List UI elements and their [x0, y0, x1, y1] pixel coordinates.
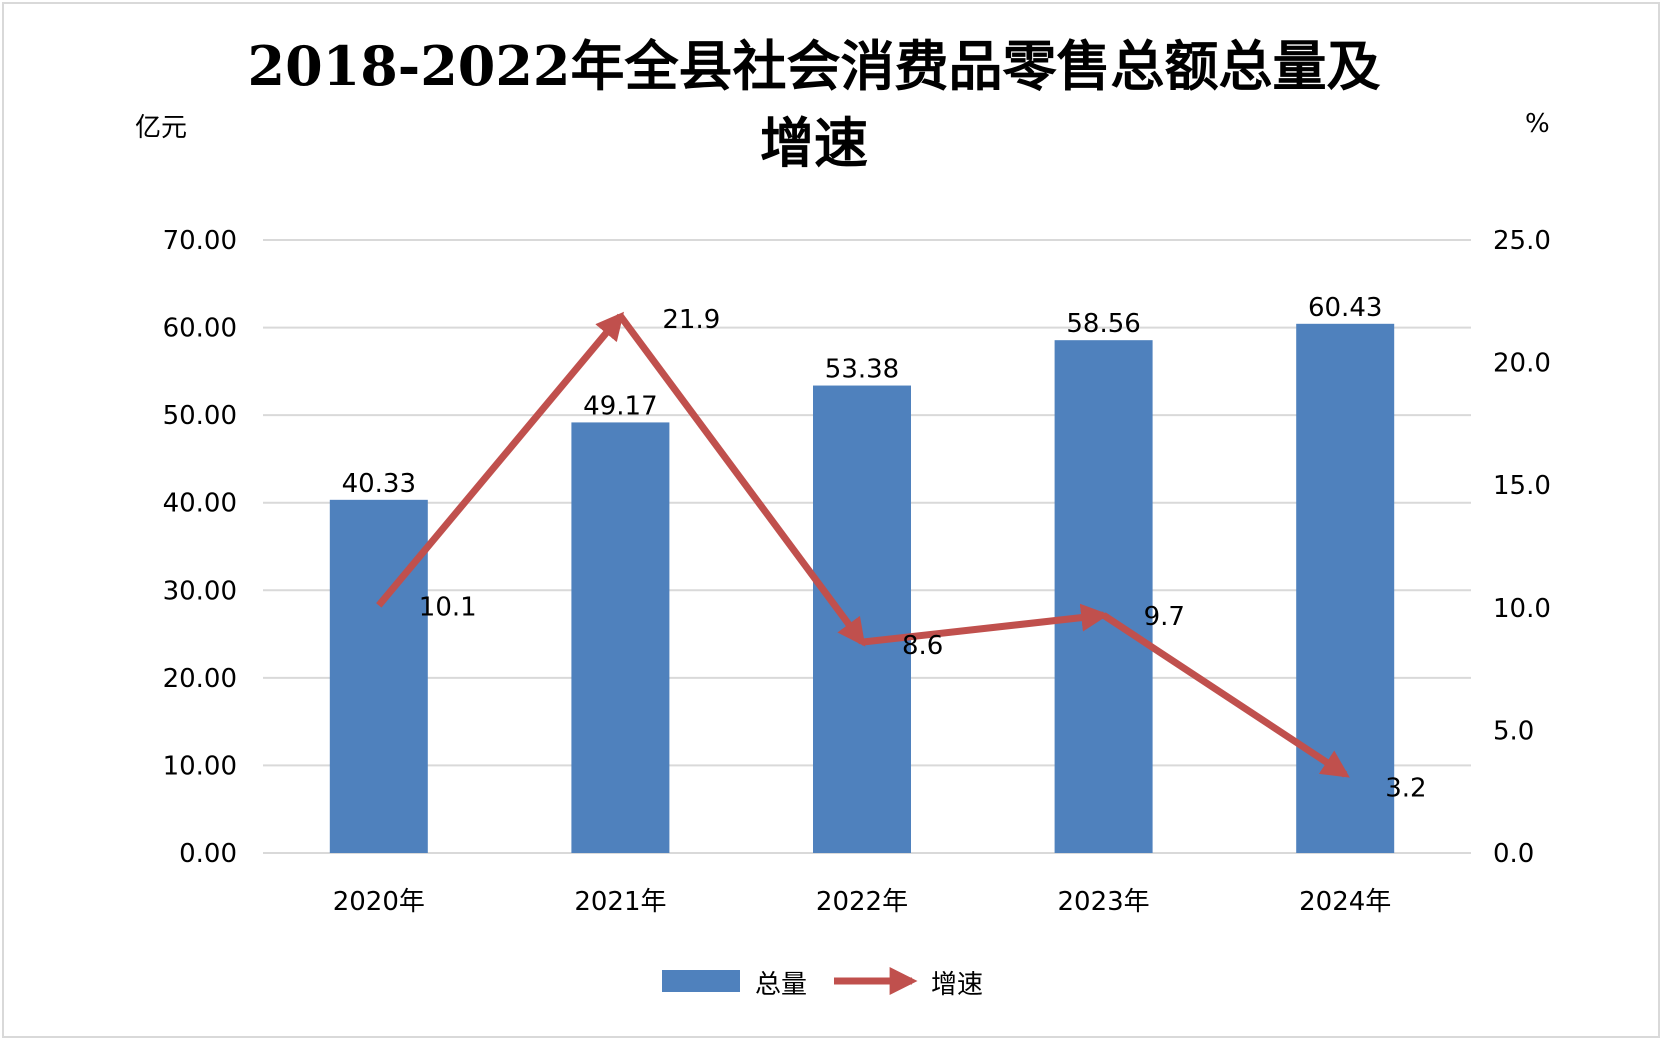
right-tick-label: 25.0 — [1493, 226, 1551, 256]
line-value-label: 8.6 — [902, 631, 943, 661]
right-axis-unit: % — [1525, 109, 1550, 139]
right-tick-label: 10.0 — [1493, 594, 1551, 624]
bar — [813, 385, 911, 853]
legend-label: 总量 — [755, 970, 807, 1000]
left-tick-label: 70.00 — [163, 226, 237, 256]
bar-value-label: 60.43 — [1308, 293, 1382, 323]
left-tick-label: 50.00 — [163, 401, 237, 431]
bar-value-label: 49.17 — [583, 391, 657, 421]
line-segment — [861, 603, 1110, 646]
right-tick-label: 0.0 — [1493, 839, 1534, 869]
line-segment — [1101, 612, 1350, 778]
line-segment — [617, 313, 866, 647]
bar — [571, 422, 670, 853]
right-tick-label: 15.0 — [1493, 471, 1551, 501]
x-tick-label: 2024年 — [1299, 887, 1391, 917]
line-segment — [376, 311, 624, 608]
right-tick-label: 20.0 — [1493, 349, 1551, 379]
line-value-label: 10.1 — [419, 592, 477, 622]
legend-bar-swatch — [662, 970, 740, 992]
bar — [329, 499, 428, 853]
chart-title-line: 2018-2022年全县社会消费品零售总额总量及 — [248, 34, 1381, 98]
line-value-label: 9.7 — [1144, 602, 1185, 632]
left-tick-label: 30.00 — [163, 576, 237, 606]
left-tick-label: 10.00 — [163, 751, 237, 781]
left-tick-label: 20.00 — [163, 664, 237, 694]
bar — [1054, 340, 1153, 853]
line-value-label: 3.2 — [1385, 774, 1426, 804]
legend-label: 增速 — [931, 970, 983, 1000]
bar-value-label: 58.56 — [1066, 309, 1140, 339]
x-tick-label: 2020年 — [333, 887, 425, 917]
chart-title-line: 增速 — [760, 111, 868, 175]
right-tick-label: 5.0 — [1493, 716, 1534, 746]
bar-value-label: 40.33 — [342, 469, 416, 499]
bar-value-label: 53.38 — [825, 355, 899, 385]
x-tick-label: 2021年 — [574, 887, 666, 917]
left-tick-label: 0.00 — [179, 839, 237, 869]
left-tick-label: 40.00 — [163, 489, 237, 519]
left-axis-unit: 亿元 — [135, 113, 187, 143]
x-tick-label: 2022年 — [816, 887, 908, 917]
left-tick-label: 60.00 — [163, 314, 237, 344]
x-tick-label: 2023年 — [1058, 887, 1150, 917]
line-value-label: 21.9 — [662, 305, 720, 335]
